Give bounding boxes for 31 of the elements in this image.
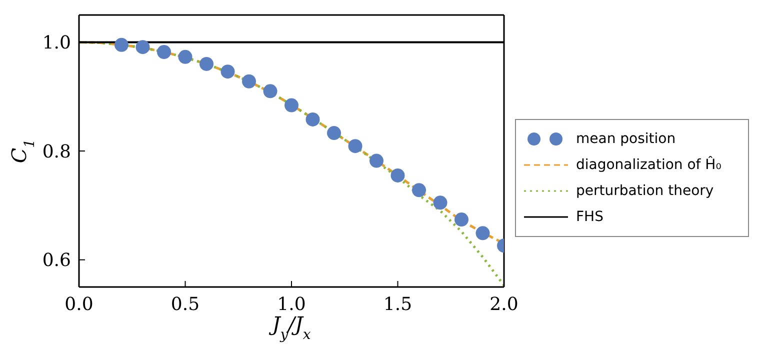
- point: [454, 212, 468, 227]
- point: [348, 139, 362, 154]
- legend-label: diagonalization of Ĥ₀: [576, 156, 722, 172]
- y-tick-label: 1.0: [42, 32, 71, 54]
- point: [157, 44, 171, 59]
- point: [284, 98, 298, 112]
- point: [327, 126, 341, 140]
- x-tick-label: 2.0: [490, 294, 518, 315]
- point: [390, 168, 405, 182]
- x-tick-label: 0.5: [170, 294, 200, 315]
- point: [412, 183, 426, 198]
- x-tick-label: 0.0: [64, 294, 94, 315]
- point: [136, 40, 150, 54]
- point: [200, 56, 214, 71]
- y-tick-label: 0.6: [42, 250, 71, 272]
- point: [433, 196, 448, 210]
- point: [178, 50, 192, 64]
- point: [220, 64, 235, 79]
- legend-label: mean position: [576, 130, 676, 146]
- point: [306, 112, 320, 126]
- point: [476, 226, 490, 240]
- point: [370, 154, 384, 168]
- x-tick-label: 1.5: [383, 294, 412, 315]
- y-tick-label: 0.8: [42, 141, 71, 162]
- point: [242, 74, 256, 88]
- point: [114, 38, 128, 52]
- x-axis-title: J$_{y}$/J$_{x}$: [268, 312, 311, 343]
- x-tick-label: 1.0: [277, 294, 306, 315]
- point: [263, 84, 278, 98]
- legend-label: perturbation theory: [576, 182, 714, 198]
- legend-label: FHS: [576, 208, 604, 224]
